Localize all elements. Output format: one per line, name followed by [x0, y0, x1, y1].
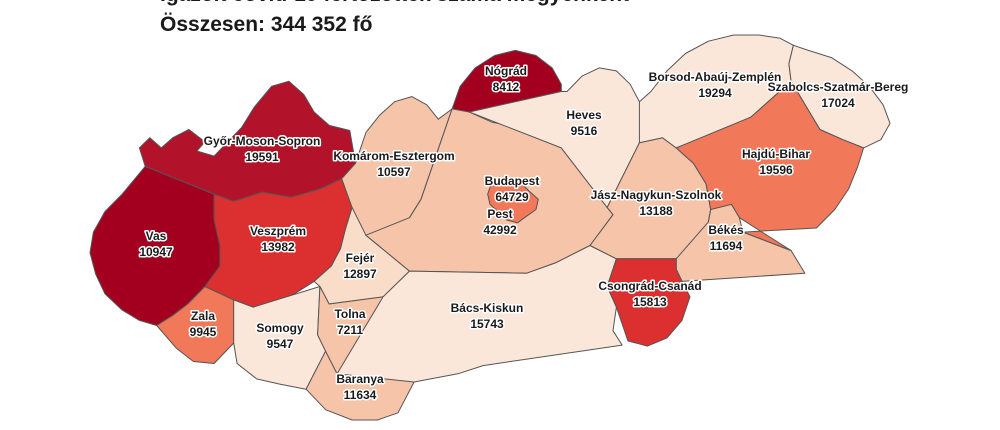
svg-text:Borsod-Abaúj-Zemplén: Borsod-Abaúj-Zemplén: [649, 70, 782, 84]
svg-text:9547: 9547: [267, 337, 294, 351]
svg-text:Budapest: Budapest: [485, 174, 540, 188]
svg-text:Jász-Nagykun-Szolnok: Jász-Nagykun-Szolnok: [591, 188, 722, 202]
svg-text:Heves: Heves: [566, 108, 602, 122]
svg-text:7211: 7211: [337, 323, 363, 337]
svg-text:Tolna: Tolna: [334, 307, 365, 321]
svg-text:42992: 42992: [483, 223, 517, 237]
svg-text:10597: 10597: [377, 165, 411, 179]
svg-text:Pest: Pest: [487, 207, 512, 221]
svg-text:Komárom-Esztergom: Komárom-Esztergom: [333, 149, 454, 163]
svg-text:Bács-Kiskun: Bács-Kiskun: [451, 301, 524, 315]
svg-text:10947: 10947: [139, 245, 173, 259]
svg-text:9516: 9516: [571, 124, 598, 138]
svg-text:Fejér: Fejér: [346, 251, 375, 265]
svg-text:Hajdú-Bihar: Hajdú-Bihar: [742, 147, 810, 161]
svg-text:15743: 15743: [470, 317, 504, 331]
svg-text:11634: 11634: [344, 388, 377, 402]
svg-text:8412: 8412: [493, 80, 520, 94]
svg-text:Veszprém: Veszprém: [250, 224, 306, 238]
svg-text:12897: 12897: [343, 267, 377, 281]
svg-text:9945: 9945: [190, 325, 217, 339]
svg-text:Szabolcs-Szatmár-Bereg: Szabolcs-Szatmár-Bereg: [768, 80, 909, 94]
svg-text:Békés: Békés: [708, 223, 744, 237]
svg-text:Zala: Zala: [191, 309, 215, 323]
svg-text:Vas: Vas: [146, 229, 167, 243]
svg-text:19294: 19294: [698, 86, 732, 100]
svg-text:17024: 17024: [821, 96, 855, 110]
svg-text:Csongrád-Csanád: Csongrád-Csanád: [598, 279, 701, 293]
svg-text:Győr-Moson-Sopron: Győr-Moson-Sopron: [204, 134, 321, 148]
svg-text:19596: 19596: [759, 163, 793, 177]
svg-text:Nógrád: Nógrád: [485, 64, 527, 78]
svg-text:64729: 64729: [495, 190, 529, 204]
svg-text:Baranya: Baranya: [336, 372, 384, 386]
svg-text:Somogy: Somogy: [256, 321, 304, 335]
svg-text:11694: 11694: [710, 239, 743, 253]
svg-text:19591: 19591: [245, 150, 279, 164]
svg-text:13982: 13982: [261, 240, 295, 254]
svg-text:15813: 15813: [633, 295, 667, 309]
svg-text:13188: 13188: [639, 204, 673, 218]
